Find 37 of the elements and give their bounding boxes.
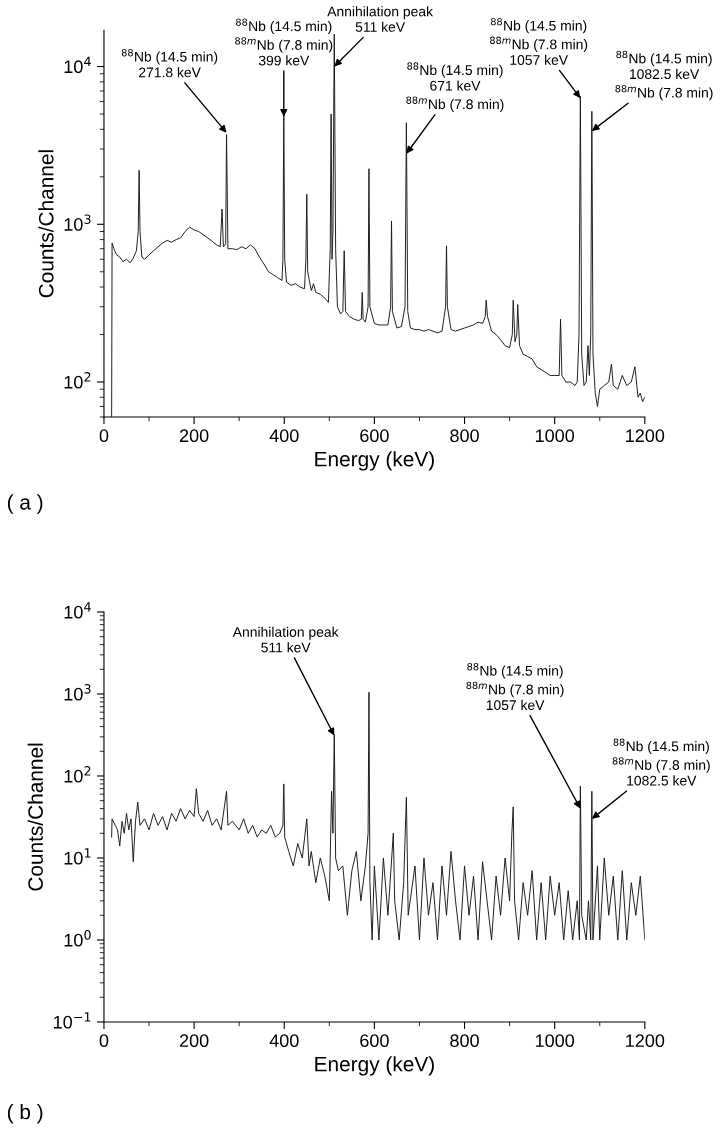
y-tick-label: 10$^{3}$ xyxy=(64,684,91,701)
y-tick-label: 10$^{4}$ xyxy=(64,602,91,619)
x-tick-label: 1200 xyxy=(626,1034,665,1048)
x-axis-title: Energy (keV) xyxy=(315,1056,434,1076)
y-tick-label: 10$^{1}$ xyxy=(64,848,91,865)
x-tick-label: 600 xyxy=(360,429,389,443)
annotation: $^{88}$Nb (14.5 min) $^{88m}$Nb (7.8 min) 1057 keV xyxy=(490,17,588,65)
annotation: $^{88}$Nb (14.5 min) $^{88m}$Nb (7.8 min) 1057 keV xyxy=(466,663,564,711)
y-tick-label: 10$^{2}$ xyxy=(64,766,91,783)
x-tick-label: 600 xyxy=(360,1034,389,1048)
annotation: Annihilation peak 511 keV xyxy=(232,626,339,653)
x-tick-label: 400 xyxy=(269,429,299,443)
annotation: $^{88}$Nb (14.5 min) $^{88m}$Nb (7.8 min) 1082.5 keV xyxy=(612,738,710,786)
y-tick-label: 10$^{0}$ xyxy=(64,930,91,947)
x-tick-label: 1200 xyxy=(626,429,665,443)
annotation: $^{88}$Nb (14.5 min) $^{88m}$Nb (7.8 min) 399 keV xyxy=(235,18,333,66)
y-axis-title: Counts/Channel xyxy=(27,743,43,891)
x-tick-label: 0 xyxy=(99,429,109,443)
text: ( a ) xyxy=(7,494,43,514)
x-tick-label: 200 xyxy=(179,1034,209,1048)
x-tick-label: 200 xyxy=(179,429,209,443)
x-tick-label: 400 xyxy=(269,1034,299,1048)
text: ( b ) xyxy=(7,1103,43,1124)
y-tick-label: 10$^{3}$ xyxy=(64,214,91,231)
y-tick-label: 10$^{−1}$ xyxy=(53,1012,91,1029)
x-tick-label: 1000 xyxy=(535,1034,575,1048)
x-tick-label: 800 xyxy=(450,1034,479,1048)
y-tick-label: 10$^{2}$ xyxy=(64,372,91,389)
y-axis-title: Counts/Channel xyxy=(38,150,54,298)
x-axis-title: Energy (keV) xyxy=(315,451,434,471)
annotation: $^{88}$Nb (14.5 min) 671 keV $^{88m}$Nb (7.8 min) xyxy=(406,62,504,112)
x-tick-label: 1000 xyxy=(535,429,575,443)
x-tick-label: 0 xyxy=(99,1034,109,1048)
x-tick-label: 800 xyxy=(450,429,479,443)
annotation: $^{88}$Nb (14.5 min) 1082.5 keV $^{88m}$Nb (7.8 min) xyxy=(615,50,713,101)
y-tick-label: 10$^{4}$ xyxy=(64,56,91,74)
annotation: $^{88}$Nb (14.5 min) 271.8 keV xyxy=(121,49,218,78)
